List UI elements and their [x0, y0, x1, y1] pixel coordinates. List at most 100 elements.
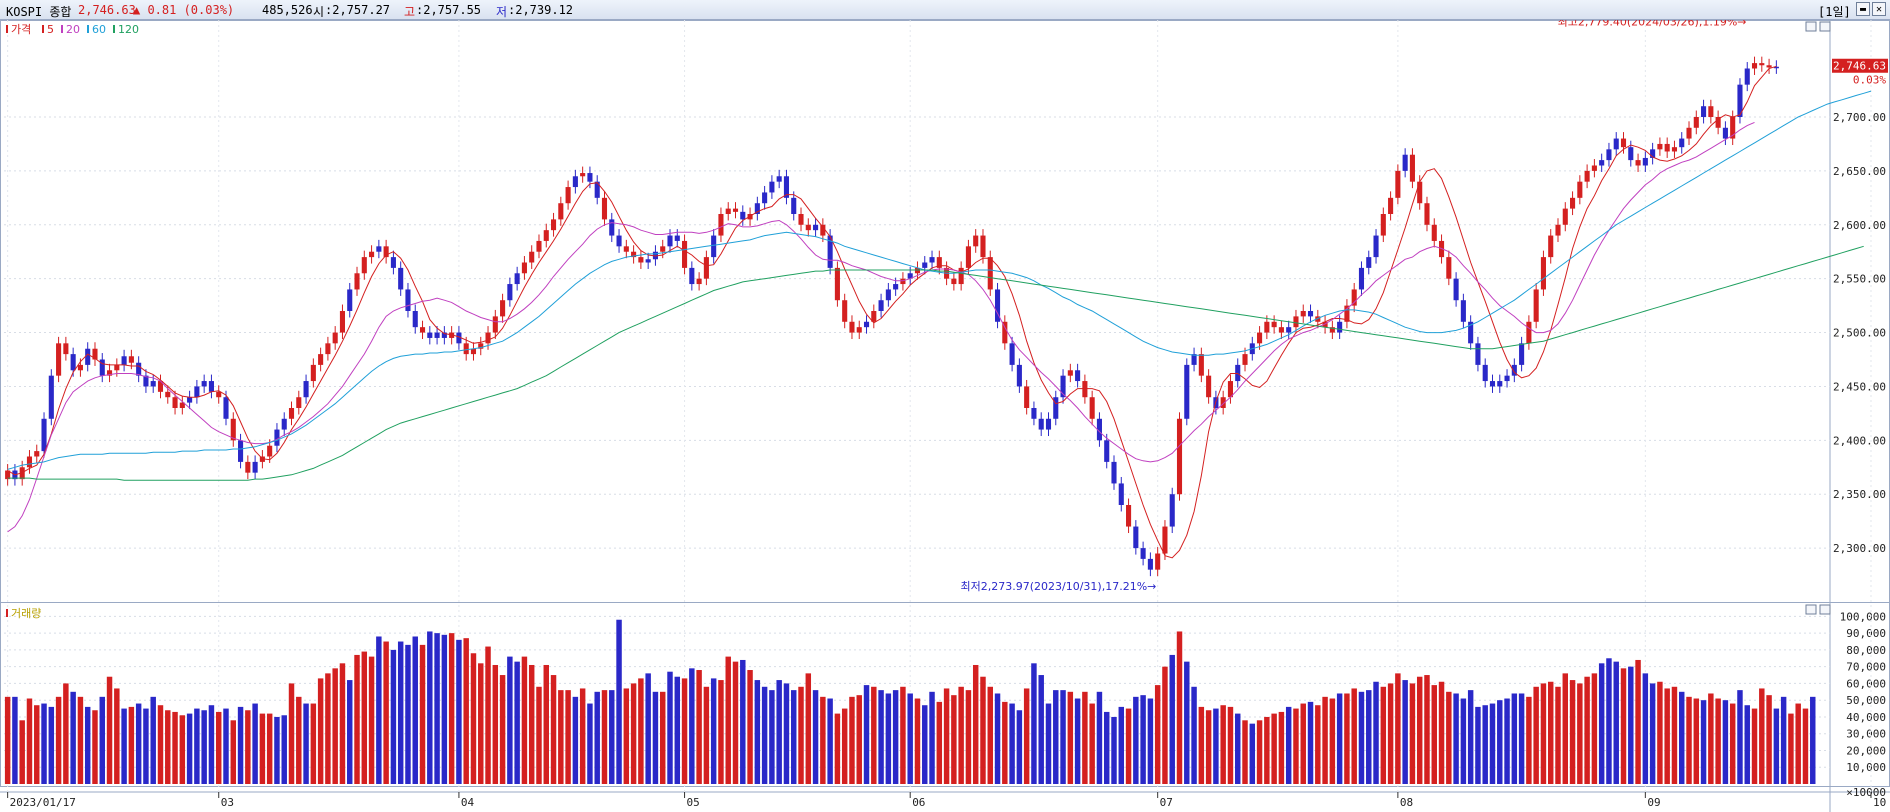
high-label: 고 — [404, 5, 416, 19]
period-button[interactable]: [1일] — [1818, 5, 1851, 19]
candle-body — [281, 418, 287, 430]
low-annotation: 최저2,273.97(2023/10/31),17.21%→ — [961, 580, 1157, 593]
volume-bar — [922, 705, 928, 784]
candle-body — [587, 173, 593, 182]
volume-bar — [1213, 708, 1219, 784]
volume-bar — [710, 678, 717, 784]
panel-close-icon[interactable] — [1819, 21, 1831, 32]
x-tick-label: 03 — [221, 796, 234, 809]
candle-body — [1096, 418, 1102, 441]
candle-body — [1184, 364, 1190, 419]
candle-body — [507, 284, 513, 301]
candle-body — [798, 214, 804, 225]
volume-tick-label: 100,000 — [1840, 610, 1886, 623]
candle-body — [805, 224, 811, 231]
candle-body — [1417, 181, 1423, 204]
candle-body — [449, 332, 455, 338]
candle-body — [1358, 267, 1365, 290]
volume-bar — [1431, 685, 1437, 784]
candle-body — [987, 257, 993, 290]
candle-body — [645, 259, 651, 263]
volume-bar — [1038, 675, 1044, 784]
candle-body — [1024, 386, 1030, 408]
volume-bar — [1096, 691, 1103, 784]
panel-maximize-icon[interactable] — [1805, 604, 1817, 615]
low-label: 저 — [496, 5, 508, 19]
volume-bar — [1089, 703, 1095, 784]
candle-body — [1089, 397, 1095, 419]
volume-bar — [594, 691, 600, 784]
candle-body — [1715, 117, 1721, 128]
volume-tick-label: 70,000 — [1846, 661, 1886, 674]
candle-body — [267, 445, 273, 457]
candle-body — [1468, 321, 1474, 344]
volume-bar — [1380, 686, 1387, 784]
volume-tick-label: 60,000 — [1846, 677, 1886, 690]
volume-bar — [1628, 666, 1634, 784]
candle-body — [427, 332, 433, 338]
volume-bar — [361, 651, 368, 784]
candle-body — [1519, 343, 1525, 365]
candle-body — [558, 203, 564, 220]
volume-bar — [339, 663, 346, 784]
candle-body — [893, 284, 899, 290]
candle-body — [1751, 63, 1758, 69]
candle-body — [914, 267, 921, 274]
volume-bar — [463, 638, 469, 784]
volume-bar — [565, 690, 571, 784]
candle-body — [936, 257, 942, 268]
candle-body — [900, 278, 906, 285]
legend-swatch — [61, 25, 63, 33]
price-tick-label: 2,700.00 — [1833, 111, 1886, 124]
volume-bar — [1256, 720, 1263, 784]
candle-body — [580, 173, 586, 177]
volume-tick-label: 50,000 — [1846, 694, 1886, 707]
volume-bar — [805, 673, 812, 784]
legend-swatch — [6, 609, 8, 617]
panel-maximize-icon[interactable] — [1805, 21, 1817, 32]
volume-bar — [885, 693, 892, 784]
candle-body — [1671, 147, 1678, 152]
candle-body — [325, 343, 331, 355]
legend-swatch — [6, 25, 8, 33]
volume-tick-label: 20,000 — [1846, 744, 1886, 757]
volume-bar — [223, 708, 229, 784]
candle-body — [1424, 203, 1430, 225]
minimize-icon[interactable]: ▬ — [1856, 2, 1870, 16]
candle-body — [1235, 364, 1241, 382]
candle-body — [201, 381, 207, 387]
volume-bar — [1082, 691, 1088, 784]
candle-body — [623, 246, 629, 252]
candle-body — [1613, 138, 1619, 150]
volume-bar — [34, 705, 40, 784]
price-chart[interactable]: 2,300.00 2,350.00 2,400.00 2,450.00 2,500.00… — [0, 20, 1890, 812]
volume-bar — [150, 696, 156, 784]
candle-body — [114, 364, 120, 371]
candle-body — [1686, 127, 1692, 139]
volume-bar — [638, 678, 644, 784]
candle-body — [63, 343, 69, 355]
candle-body — [1497, 381, 1503, 387]
volume-bar — [732, 661, 739, 784]
candle-body — [1191, 354, 1197, 365]
volume-bar — [1402, 680, 1408, 784]
volume-bar — [1555, 686, 1561, 784]
candle-body — [1511, 364, 1517, 376]
volume-bar — [347, 680, 353, 784]
volume-bar — [106, 676, 113, 784]
candle-body — [616, 235, 622, 247]
candle-body — [1482, 364, 1488, 382]
ma-line-20 — [7, 121, 1755, 533]
volume-bar — [1759, 688, 1765, 784]
candle-body — [1540, 257, 1546, 290]
candle-body — [1766, 65, 1772, 68]
candle-body — [762, 192, 768, 204]
candle-body — [820, 224, 826, 236]
candle-body — [703, 257, 709, 279]
x-tick-label: 06 — [912, 796, 925, 809]
symbol-name[interactable]: KOSPI 종합 — [6, 5, 72, 19]
volume-bar — [1679, 691, 1685, 784]
panel-close-icon[interactable] — [1819, 604, 1831, 615]
close-icon[interactable]: ✕ — [1872, 2, 1886, 16]
volume-bar — [70, 691, 76, 784]
